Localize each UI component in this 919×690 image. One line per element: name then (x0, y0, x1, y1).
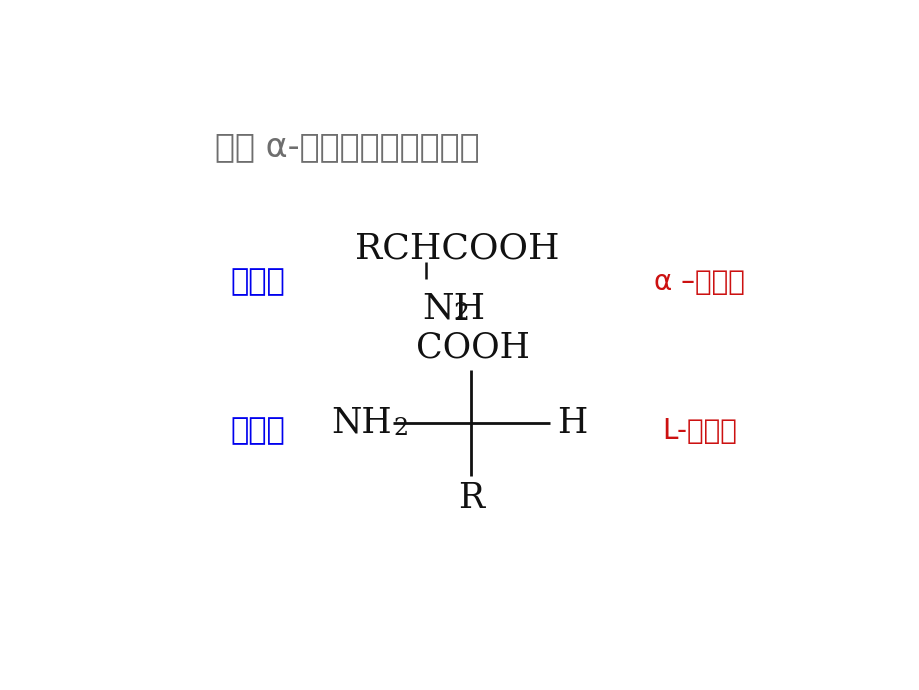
Text: L-氨基酸: L-氨基酸 (662, 417, 736, 445)
Text: 2: 2 (453, 302, 469, 326)
Text: 构型式: 构型式 (230, 416, 285, 445)
Text: NH: NH (331, 406, 391, 440)
Text: α –氨基酸: α –氨基酸 (653, 268, 744, 296)
Text: 结构式: 结构式 (230, 268, 285, 297)
Text: COOH: COOH (415, 331, 529, 364)
Text: R: R (458, 482, 484, 515)
Text: 2: 2 (393, 417, 408, 440)
Text: NH: NH (422, 292, 484, 326)
Text: 一、 α-氨基酸的分类和命名: 一、 α-氨基酸的分类和命名 (215, 130, 479, 163)
Text: RCHCOOH: RCHCOOH (355, 232, 559, 266)
Text: H: H (557, 406, 586, 440)
